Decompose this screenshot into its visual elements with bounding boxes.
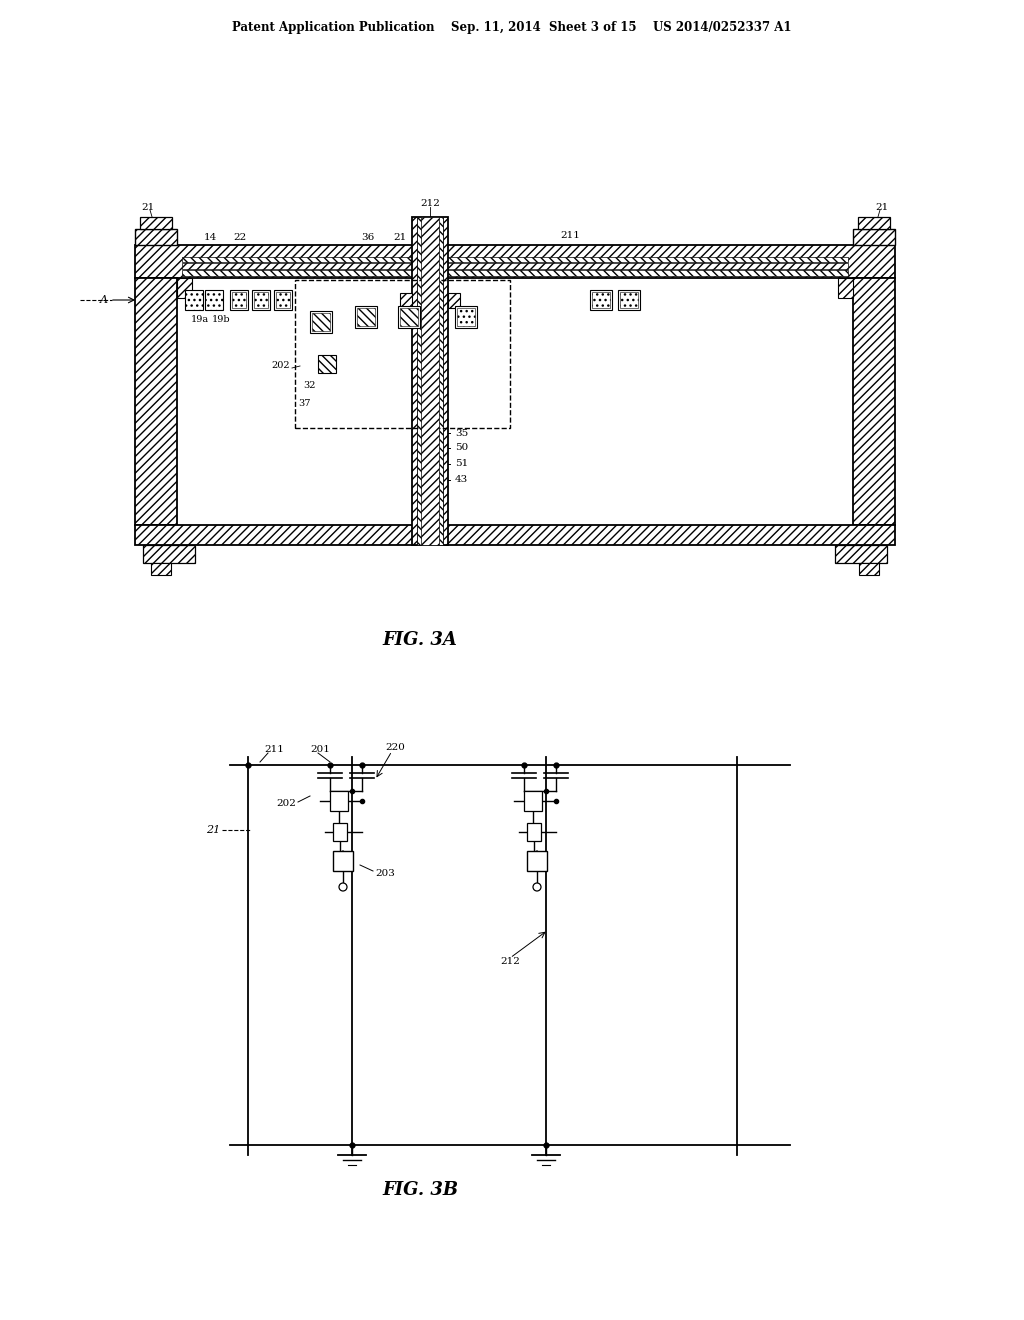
Circle shape	[339, 883, 347, 891]
Circle shape	[534, 883, 541, 891]
Bar	[853, 228, 895, 246]
Text: A: A	[100, 294, 108, 305]
Bar	[276, 292, 290, 308]
Text: 212: 212	[420, 198, 440, 207]
Bar	[232, 292, 246, 308]
Bar	[449, 293, 460, 308]
Bar	[417, 216, 443, 545]
Text: 203: 203	[375, 869, 395, 878]
Bar	[318, 355, 336, 374]
Text: Patent Application Publication    Sep. 11, 2014  Sheet 3 of 15    US 2014/025233: Patent Application Publication Sep. 11, …	[232, 21, 792, 34]
Text: 21: 21	[206, 825, 220, 836]
Bar	[859, 564, 879, 576]
Bar	[135, 228, 177, 246]
Bar	[455, 306, 477, 327]
Text: 22: 22	[233, 232, 247, 242]
Text: 211: 211	[264, 746, 284, 755]
Bar	[177, 279, 193, 298]
Text: 32: 32	[303, 381, 315, 391]
Text: FIG. 3A: FIG. 3A	[383, 631, 458, 649]
Bar	[400, 293, 412, 308]
Bar	[590, 290, 612, 310]
Text: 21: 21	[876, 202, 889, 211]
Text: 35: 35	[455, 429, 468, 437]
Bar	[398, 306, 420, 327]
Bar	[333, 822, 347, 841]
Bar	[357, 308, 375, 326]
Bar	[182, 257, 848, 261]
Text: 37: 37	[298, 399, 310, 408]
Text: 220: 220	[385, 742, 404, 751]
Text: 50: 50	[455, 444, 468, 453]
Text: 51: 51	[455, 459, 468, 469]
Bar	[412, 216, 449, 545]
Bar	[143, 545, 195, 564]
Bar	[527, 822, 541, 841]
Text: 21: 21	[393, 232, 407, 242]
Bar	[457, 308, 475, 326]
Text: 21: 21	[141, 202, 155, 211]
Bar	[400, 308, 418, 326]
Text: 19b: 19b	[212, 315, 230, 325]
Bar	[330, 791, 348, 810]
Bar	[254, 292, 268, 308]
Bar	[274, 290, 292, 310]
Text: 212: 212	[500, 957, 520, 966]
Bar	[853, 279, 895, 525]
Text: 202: 202	[276, 800, 296, 808]
Bar	[230, 290, 248, 310]
Bar	[333, 851, 353, 871]
Bar	[205, 290, 223, 310]
Text: 202: 202	[271, 362, 290, 371]
Bar	[310, 312, 332, 333]
Text: 43: 43	[455, 475, 468, 484]
Bar	[858, 216, 890, 228]
Bar	[135, 246, 895, 279]
Bar	[151, 564, 171, 576]
Bar	[618, 290, 640, 310]
Bar	[312, 313, 330, 331]
Bar	[355, 306, 377, 327]
Bar	[592, 292, 610, 308]
Text: 36: 36	[361, 232, 375, 242]
Bar	[527, 851, 547, 871]
Bar	[140, 216, 172, 228]
Bar	[185, 290, 203, 310]
Bar	[524, 791, 542, 810]
Text: 14: 14	[204, 232, 217, 242]
Bar	[252, 290, 270, 310]
Bar	[182, 271, 848, 276]
Text: FIG. 3B: FIG. 3B	[382, 1181, 458, 1199]
Bar	[182, 263, 848, 269]
Bar	[421, 216, 439, 545]
Bar	[835, 545, 887, 564]
Bar	[135, 525, 895, 545]
Text: 19a: 19a	[191, 315, 209, 325]
Bar	[620, 292, 638, 308]
Bar	[135, 279, 177, 525]
Text: 201: 201	[310, 746, 330, 755]
Text: 211: 211	[560, 231, 580, 239]
Bar	[838, 279, 853, 298]
